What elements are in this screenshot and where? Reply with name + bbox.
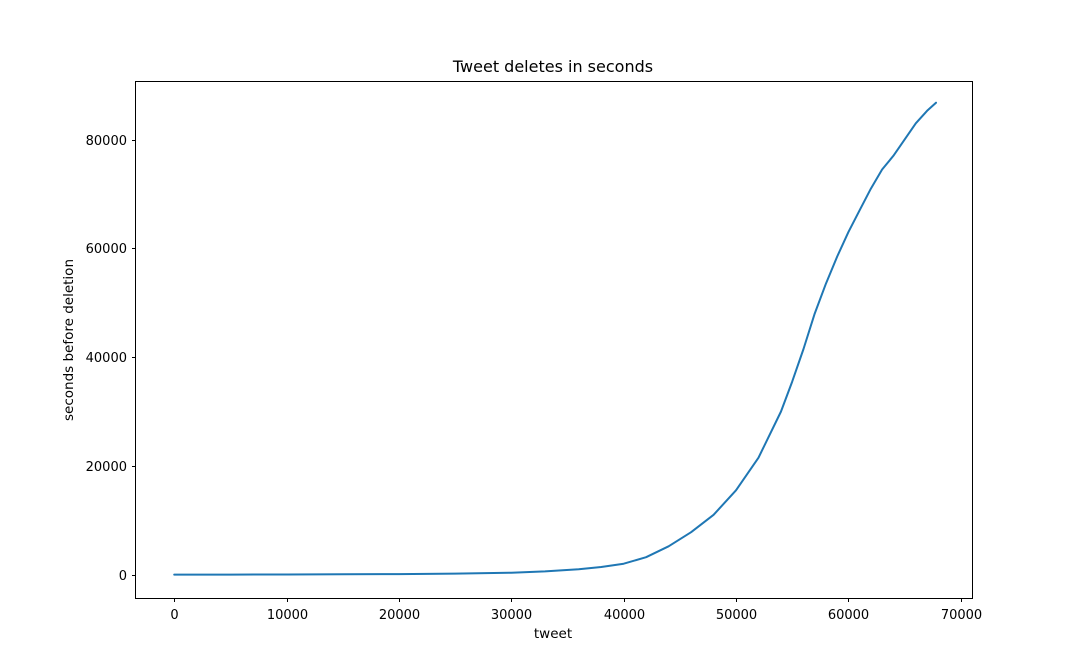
x-tick-label: 40000 [604, 608, 645, 623]
y-axis: 0 20000 40000 60000 80000 [86, 134, 136, 584]
x-tick-label: 30000 [491, 608, 532, 623]
y-tick-label: 0 [119, 569, 127, 584]
plot-area [135, 81, 973, 599]
y-tick-label: 20000 [86, 460, 127, 475]
y-axis-label: seconds before deletion [61, 259, 77, 421]
y-tick-label: 80000 [86, 134, 127, 149]
x-tick-label: 20000 [379, 608, 420, 623]
x-axis-label: tweet [534, 626, 572, 642]
x-axis: 0 10000 20000 30000 40000 50000 60000 70000 [170, 598, 982, 623]
chart-title: Tweet deletes in seconds [452, 57, 653, 76]
y-tick-label: 60000 [86, 242, 127, 257]
y-tick-label: 40000 [86, 351, 127, 366]
x-tick-label: 10000 [267, 608, 308, 623]
x-tick-label: 0 [170, 608, 178, 623]
plot-frame [135, 81, 973, 599]
x-tick-label: 50000 [716, 608, 757, 623]
x-tick-label: 60000 [828, 608, 869, 623]
data-series-line [173, 101, 937, 576]
x-tick-label: 70000 [941, 608, 982, 623]
